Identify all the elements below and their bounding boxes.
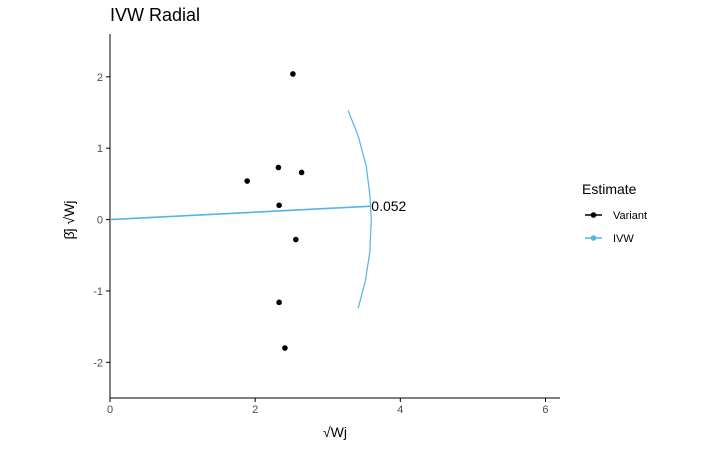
variant-point — [293, 236, 299, 243]
estimate-annotation: 0.052 — [371, 198, 406, 214]
y-tick-label: -1 — [93, 286, 103, 298]
y-tick-label: 0 — [97, 215, 103, 227]
y-tick-label: 1 — [97, 143, 103, 155]
variant-point — [276, 202, 282, 209]
legend-key-point — [590, 235, 597, 241]
y-tick-label: 2 — [97, 72, 103, 84]
x-tick-label: 6 — [542, 404, 548, 416]
legend-label: IVW — [613, 233, 634, 245]
x-axis-title: √Wj — [323, 424, 347, 440]
variant-point — [276, 299, 282, 306]
chart-title: IVW Radial — [110, 5, 200, 25]
variant-point — [244, 178, 250, 184]
y-axis-title: β̂j √Wj — [61, 200, 77, 239]
x-tick-label: 0 — [107, 404, 113, 416]
variant-point — [298, 169, 305, 176]
variant-point — [275, 164, 282, 171]
legend-label: Variant — [613, 210, 647, 222]
legend-item-ivw: IVW — [585, 233, 634, 245]
x-tick-label: 4 — [397, 404, 403, 416]
y-tick-label: -2 — [93, 357, 103, 369]
plot-area: 0 2 4 6 -2 -1 0 1 2 0.052 — [93, 34, 560, 416]
ivw-arc — [347, 110, 372, 309]
legend: Estimate Variant IVW — [582, 181, 647, 245]
ivw-line — [109, 205, 372, 221]
variant-point — [290, 71, 296, 77]
variant-point — [282, 345, 288, 351]
legend-key-point — [590, 212, 597, 218]
legend-item-variant: Variant — [585, 210, 647, 222]
x-tick-label: 2 — [252, 404, 258, 416]
legend-title: Estimate — [582, 181, 637, 197]
